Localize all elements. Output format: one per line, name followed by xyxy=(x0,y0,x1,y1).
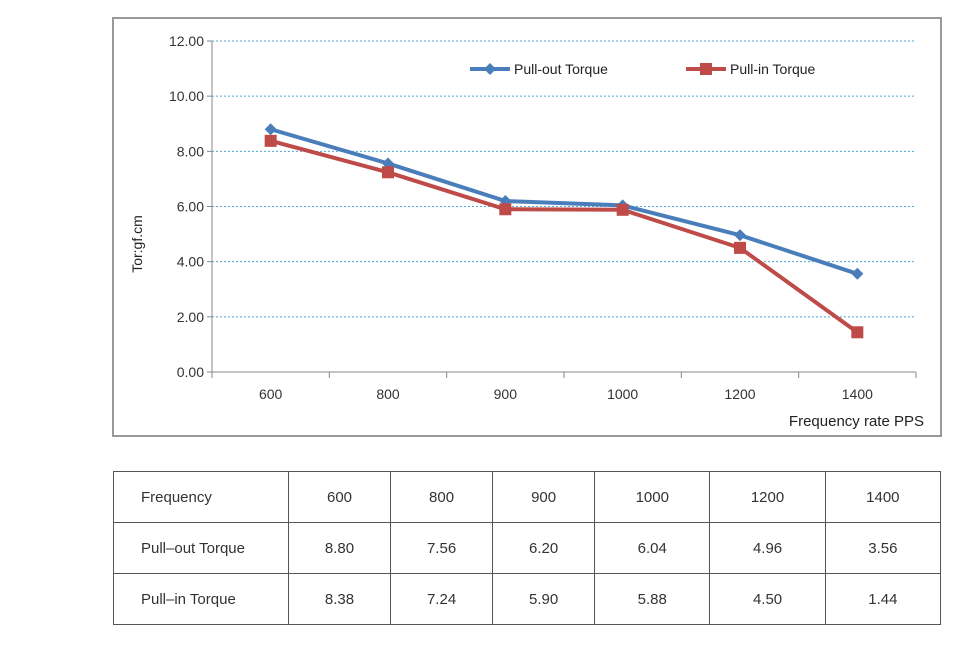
table-row: Pull–out Torque 8.80 7.56 6.20 6.04 4.96 3.56 xyxy=(113,522,942,574)
diamond-marker xyxy=(734,229,746,242)
legend-label: Pull-in Torque xyxy=(730,61,816,77)
row-header: Frequency xyxy=(113,471,289,523)
square-marker xyxy=(499,203,512,216)
table-cell: 7.24 xyxy=(390,573,494,625)
table-row: Pull–in Torque 8.38 7.24 5.90 5.88 4.50 1.44 xyxy=(113,573,942,625)
legend-label: Pull-out Torque xyxy=(514,61,608,77)
x-tick-label: 600 xyxy=(259,386,283,402)
table-cell: 3.56 xyxy=(824,522,942,574)
row-header: Pull–in Torque xyxy=(113,573,289,625)
x-tick-label: 1400 xyxy=(842,386,873,402)
x-tick-label: 900 xyxy=(494,386,518,402)
square-marker xyxy=(264,134,277,147)
table-cell: 8.38 xyxy=(287,573,392,625)
chart-frame xyxy=(112,17,942,437)
table-cell: 4.96 xyxy=(709,522,826,574)
table-cell: 6.20 xyxy=(492,522,596,574)
table-row: Frequency 600 800 900 1000 1200 1400 xyxy=(113,471,942,523)
table-cell: 900 xyxy=(492,471,596,523)
table-cell: 800 xyxy=(390,471,494,523)
row-header: Pull–out Torque xyxy=(113,522,289,574)
square-marker xyxy=(382,166,394,179)
diamond-marker xyxy=(264,123,277,136)
table-cell: 5.90 xyxy=(492,573,596,625)
square-marker xyxy=(851,326,864,339)
torque-chart: 0.00 2.00 4.00 6.00 8.00 10.00 12.00 600 800 900 1… xyxy=(112,17,942,437)
x-tick-label: 1000 xyxy=(607,386,638,402)
y-tick-label: 8.00 xyxy=(177,143,204,159)
table-cell: 1200 xyxy=(709,471,826,523)
y-tick-label: 0.00 xyxy=(177,364,204,380)
table-cell: 4.50 xyxy=(709,573,826,625)
torque-table: Frequency 600 800 900 1000 1200 1400 Pull–out T… xyxy=(113,471,942,625)
diamond-marker xyxy=(484,63,496,75)
table-cell: 8.80 xyxy=(287,522,392,574)
table-cell: 5.88 xyxy=(594,573,711,625)
x-axis-label: Frequency rate PPS xyxy=(789,413,924,430)
y-tick-label: 2.00 xyxy=(177,309,204,325)
table-cell: 6.04 xyxy=(594,522,711,574)
y-axis-label: Tor:gf.cm xyxy=(129,215,145,273)
x-tick-label: 1200 xyxy=(724,386,755,402)
y-tick-label: 6.00 xyxy=(177,199,204,215)
square-marker xyxy=(734,241,746,254)
y-tick-label: 4.00 xyxy=(177,254,204,270)
square-marker xyxy=(700,63,712,75)
series-line-0 xyxy=(270,127,858,276)
series-line-1 xyxy=(270,138,859,334)
x-tick-label: 800 xyxy=(376,386,400,402)
square-marker xyxy=(616,203,629,216)
table-cell: 1.44 xyxy=(824,573,942,625)
table-cell: 1400 xyxy=(824,471,942,523)
diamond-marker xyxy=(851,267,864,280)
y-tick-label: 10.00 xyxy=(169,88,204,104)
table-cell: 7.56 xyxy=(390,522,494,574)
table-cell: 1000 xyxy=(594,471,711,523)
y-tick-label: 12.00 xyxy=(169,33,204,49)
table-cell: 600 xyxy=(287,471,392,523)
